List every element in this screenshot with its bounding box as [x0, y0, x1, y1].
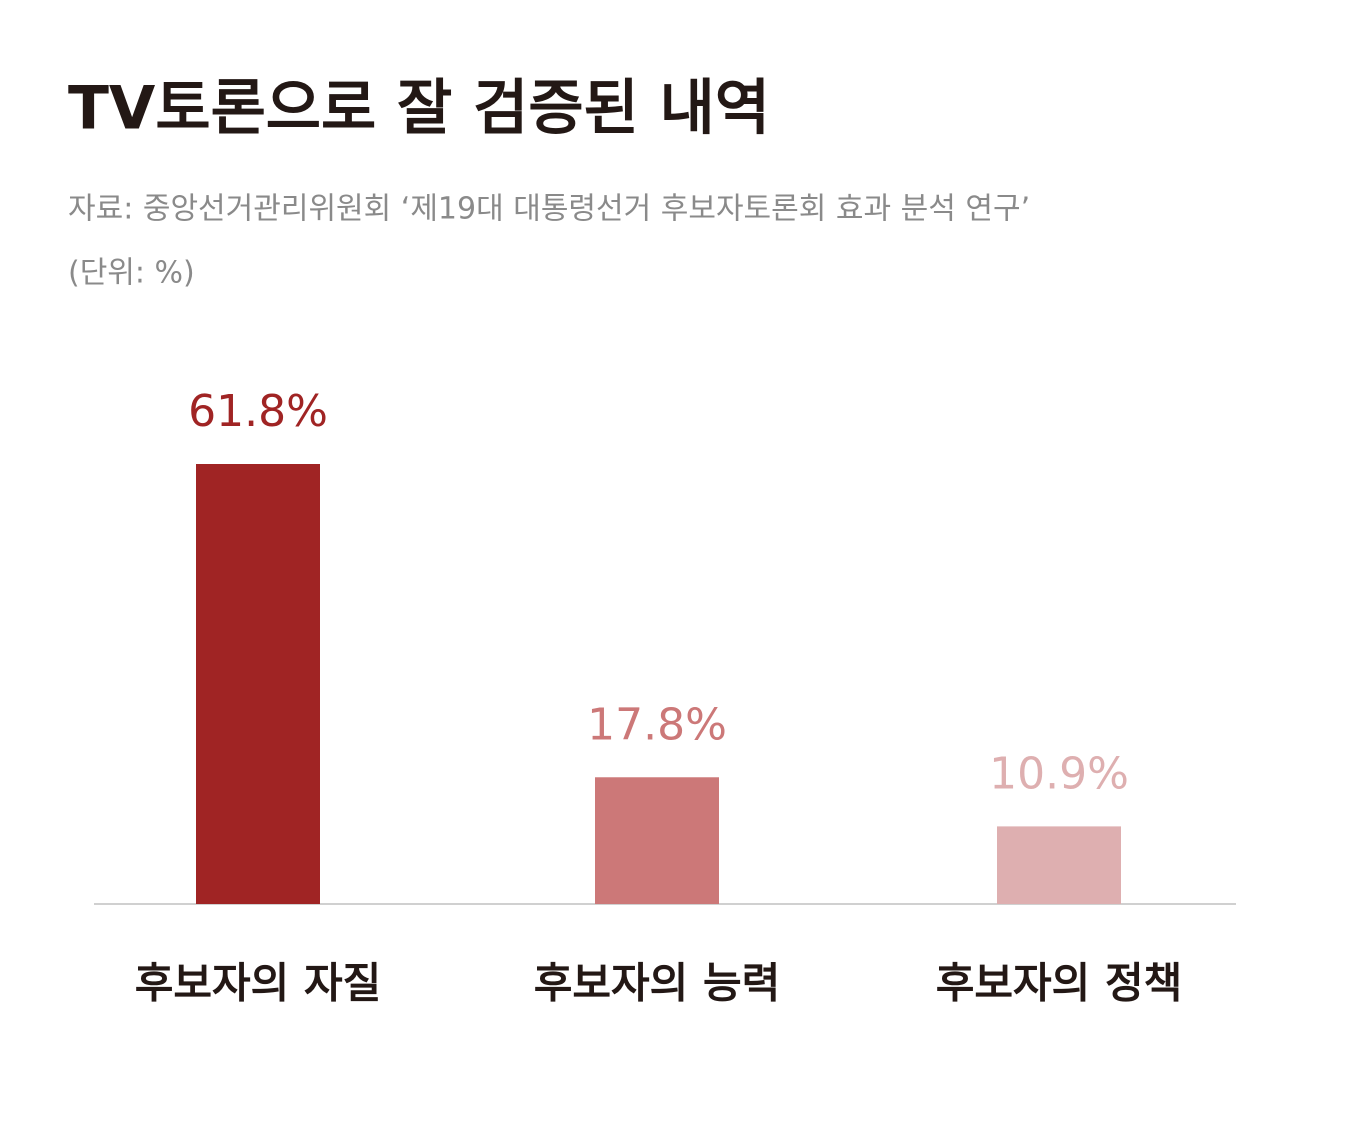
chart-subtitle: 자료: 중앙선거관리위원회 ‘제19대 대통령선거 후보자토론회 효과 분석 연…: [68, 192, 1030, 227]
unit-note: (단위: %): [68, 256, 195, 291]
chart-title: TV토론으로 잘 검증된 내역: [68, 74, 770, 144]
bar: [595, 777, 719, 904]
x-tick-label: 후보자의 능력: [534, 959, 780, 1008]
bar: [997, 826, 1121, 904]
value-label: 17.8%: [587, 699, 727, 750]
value-label: 61.8%: [188, 386, 328, 437]
x-tick-label: 후보자의 자질: [135, 959, 381, 1008]
x-tick-label: 후보자의 정책: [936, 959, 1182, 1008]
bar: [196, 464, 320, 904]
value-label: 10.9%: [989, 748, 1129, 799]
